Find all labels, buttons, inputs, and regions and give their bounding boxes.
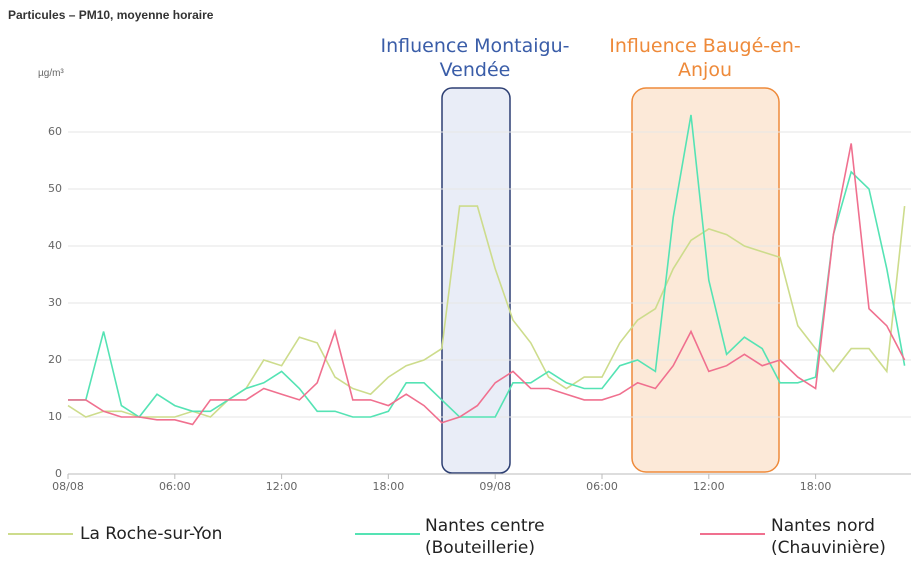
series-line bbox=[68, 143, 906, 426]
annotation: Influence Baugé-en-Anjou bbox=[609, 35, 801, 81]
series-line bbox=[68, 114, 906, 419]
x-tick-label: 09/08 bbox=[479, 480, 511, 493]
highlight-box bbox=[441, 87, 511, 474]
y-axis-label: µg/m³ bbox=[38, 68, 64, 79]
y-tick-label: 60 bbox=[48, 125, 62, 138]
legend-label: La Roche-sur-Yon bbox=[80, 524, 223, 544]
x-tick-label: 18:00 bbox=[373, 480, 405, 493]
legend-label: Nantes centre (Bouteillerie) bbox=[425, 516, 545, 558]
y-tick-label: 50 bbox=[48, 182, 62, 195]
x-tick-label: 18:00 bbox=[800, 480, 832, 493]
y-tick-label: 10 bbox=[48, 410, 62, 423]
y-tick-label: 0 bbox=[55, 467, 62, 480]
y-tick-label: 30 bbox=[48, 296, 62, 309]
highlight-box bbox=[631, 87, 780, 473]
legend-label: Nantes nord (Chauvinière) bbox=[771, 516, 886, 558]
x-tick-label: 12:00 bbox=[693, 480, 725, 493]
y-tick-label: 40 bbox=[48, 239, 62, 252]
chart-title: Particules – PM10, moyenne horaire bbox=[8, 8, 214, 22]
x-tick-label: 06:00 bbox=[159, 480, 191, 493]
annotation: Influence Montaigu-Vendée bbox=[380, 35, 570, 81]
y-tick-label: 20 bbox=[48, 353, 62, 366]
x-tick-label: 08/08 bbox=[52, 480, 84, 493]
x-tick-label: 12:00 bbox=[266, 480, 298, 493]
x-tick-label: 06:00 bbox=[586, 480, 618, 493]
series-line bbox=[67, 205, 906, 418]
